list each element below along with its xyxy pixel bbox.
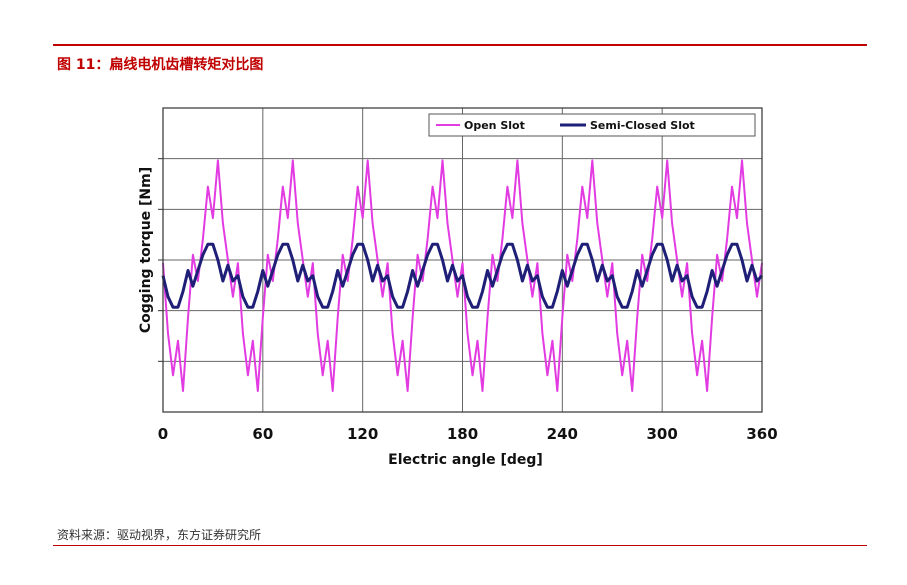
- x-tick-label: 180: [447, 425, 478, 443]
- x-tick-label: 0: [158, 425, 168, 443]
- top-rule: [53, 44, 867, 46]
- figure-title: 图 11：扁线电机齿槽转矩对比图: [57, 57, 264, 73]
- legend-label-semi-closed-slot: Semi-Closed Slot: [590, 119, 695, 132]
- series-line-open-slot: [162, 159, 763, 392]
- series-group: [161, 159, 764, 392]
- x-tick-label: 120: [347, 425, 378, 443]
- x-tick-label: 300: [647, 425, 678, 443]
- x-axis-label: Electric angle [deg]: [388, 452, 543, 468]
- x-tick-label: 360: [746, 425, 777, 443]
- y-axis-label: Cogging torque [Nm]: [138, 167, 154, 333]
- series-line-semi-closed-slot: [161, 242, 764, 309]
- legend: Open Slot Semi-Closed Slot: [428, 113, 756, 137]
- legend-box: [428, 113, 756, 137]
- bottom-rule: [53, 545, 867, 546]
- plot-frame: [162, 107, 763, 413]
- legend-label-open-slot: Open Slot: [464, 119, 525, 132]
- source-note: 资料来源：驱动视界，东方证券研究所: [57, 528, 262, 542]
- x-tick-label: 60: [252, 425, 273, 443]
- x-tick-labels: 0 60 120 180 240 300 360: [158, 425, 778, 443]
- y-tick-marks: [158, 158, 163, 362]
- x-tick-label: 240: [547, 425, 578, 443]
